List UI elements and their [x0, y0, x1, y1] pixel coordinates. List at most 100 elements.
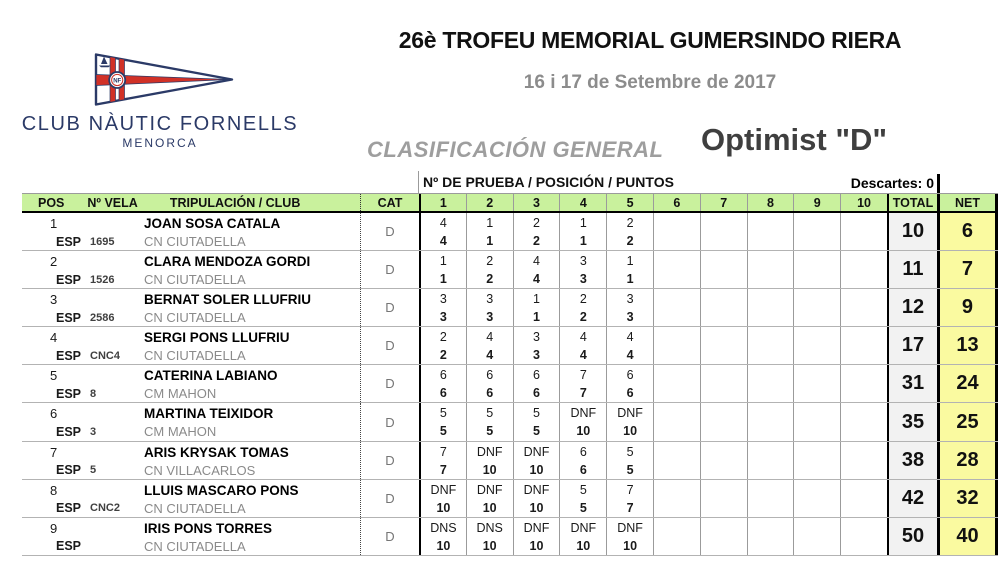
club-name-value: CN CIUTADELLA [144, 234, 246, 249]
table-header-left: POS Nº VELA TRIPULACIÓN / CLUB [22, 194, 360, 211]
net-points-cell: 24 [936, 365, 998, 403]
race-result-cell [793, 289, 840, 327]
race-result-cell [840, 251, 887, 289]
total-value: 50 [901, 524, 925, 547]
column-header-pos: POS [38, 195, 65, 210]
race-result-cell: DNS 10 [419, 517, 466, 555]
result-row: 2 ESP 1526 CLARA MENDOZA GORDI CN CIUTAD… [22, 251, 998, 290]
column-header-race-2: 2 [465, 194, 513, 211]
race-columns-caption: Nº DE PRUEBA / POSICIÓN / PUNTOS [423, 174, 674, 190]
column-header-race-6: 6 [652, 194, 700, 211]
category-cell: D [360, 479, 419, 517]
club-name-value: CN CIUTADELLA [144, 310, 246, 326]
column-header-race-3: 3 [512, 194, 560, 211]
race-result-cell: DNF 10 [465, 479, 513, 517]
race-result-cell [840, 327, 887, 365]
column-header-sail: Nº VELA [87, 195, 138, 210]
net-value: 24 [956, 372, 979, 395]
race-result-cell [840, 403, 887, 441]
total-points-cell: 17 [886, 327, 937, 365]
race-result-cell [652, 479, 700, 517]
net-points-cell: 9 [936, 289, 998, 327]
pos-sail-cell: 1 ESP 1695 [22, 213, 142, 250]
crew-club-cell: LLUIS MASCARO PONS CN CIUTADELLA [142, 480, 360, 517]
club-name-value: CM MAHON [144, 386, 217, 402]
race-result-cell: DNF 10 [512, 479, 560, 517]
race-result-cell [699, 327, 747, 365]
total-points-cell: 50 [886, 517, 937, 555]
total-points-cell: 10 [886, 213, 937, 251]
race-result-cell [793, 517, 840, 555]
crew-club-cell: BERNAT SOLER LLUFRIU CN CIUTADELLA [142, 289, 360, 326]
category-cell: D [360, 213, 419, 251]
pos-sail-cell: 8 ESP CNC2 [22, 480, 142, 517]
race-result-cell [840, 213, 887, 251]
crew-club-cell: IRIS PONS TORRES CN CIUTADELLA [142, 518, 360, 555]
club-name-value: CN VILLACARLOS [144, 462, 256, 478]
total-value: 12 [901, 296, 925, 319]
position-value: 4 [50, 330, 58, 346]
race-result-cell [652, 213, 700, 251]
race-result-cell [699, 289, 747, 327]
race-result-cell [793, 251, 840, 289]
race-result-cell [746, 441, 794, 479]
race-result-cell [652, 289, 700, 327]
crew-club-cell: CLARA MENDOZA GORDI CN CIUTADELLA [142, 251, 360, 288]
club-pennant-logo: NF [94, 53, 234, 106]
column-header-net: NET [936, 194, 998, 211]
crew-name: CLARA MENDOZA GORDI [144, 254, 311, 270]
category-value: D [385, 338, 395, 354]
crew-name: ARIS KRYSAK TOMAS [144, 444, 289, 460]
crew-name: LLUIS MASCARO PONS [144, 482, 299, 498]
race-result-cell [793, 327, 840, 365]
result-row: 3 ESP 2586 BERNAT SOLER LLUFRIU CN CIUTA… [22, 289, 998, 328]
net-value: 25 [956, 410, 979, 433]
result-row: 1 ESP 1695 JOAN SOSA CATALA CN CIUTADELL… [22, 213, 998, 252]
race-result-cell [746, 213, 794, 251]
column-header-race-8: 8 [746, 194, 794, 211]
net-points-cell: 25 [936, 403, 998, 441]
total-points-cell: 31 [886, 365, 937, 403]
country-code: ESP [56, 272, 82, 287]
race-result-cell [840, 289, 887, 327]
position-value: 3 [50, 292, 58, 308]
race-result-cell [746, 365, 794, 403]
race-result-cell: DNF 10 [606, 517, 653, 555]
crew-club-cell: MARTINA TEIXIDOR CM MAHON [142, 403, 360, 440]
race-result-cell [746, 289, 794, 327]
category-cell: D [360, 327, 419, 365]
net-points-cell: 32 [936, 479, 998, 517]
result-row: 4 ESP CNC4 SERGI PONS LLUFRIU CN CIUTADE… [22, 327, 998, 366]
discards-label: Descartes: 0 [850, 175, 934, 191]
race-result-cell [652, 365, 700, 403]
category-value: D [385, 300, 395, 316]
column-header-race-4: 4 [559, 194, 606, 211]
race-result-cell [699, 517, 747, 555]
club-name: CLUB NÀUTIC FORNELLS [21, 113, 299, 135]
race-result-cell [746, 327, 794, 365]
category-cell: D [360, 441, 419, 479]
club-name-value: CN CIUTADELLA [144, 348, 246, 364]
race-result-cell [699, 213, 747, 251]
total-points-cell: 42 [886, 479, 937, 517]
